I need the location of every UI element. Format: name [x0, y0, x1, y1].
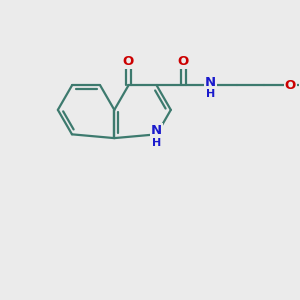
- Text: O: O: [285, 79, 296, 92]
- Text: H: H: [152, 138, 161, 148]
- Text: O: O: [123, 55, 134, 68]
- Text: O: O: [178, 55, 189, 68]
- Text: N: N: [151, 124, 162, 137]
- Text: N: N: [205, 76, 216, 89]
- Text: H: H: [206, 89, 215, 99]
